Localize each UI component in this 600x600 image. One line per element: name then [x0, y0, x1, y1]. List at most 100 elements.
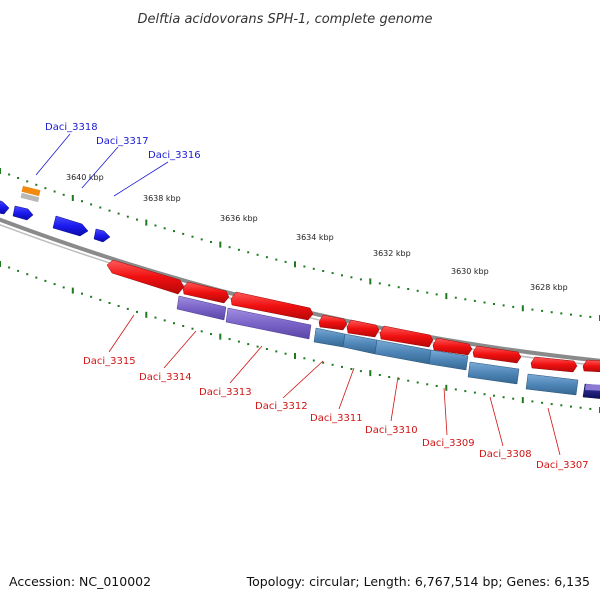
minor-tick — [90, 203, 93, 206]
minor-tick — [35, 276, 38, 279]
gene-reverse-block[interactable] — [342, 333, 378, 355]
minor-tick — [426, 291, 429, 294]
kbp-tick-row-upper — [0, 168, 600, 321]
minor-tick — [388, 284, 391, 287]
minor-tick — [237, 248, 240, 251]
minor-tick — [435, 385, 438, 387]
gene-reverse-arrow[interactable] — [230, 291, 314, 321]
gene-label-daci-3309[interactable]: Daci_3309 — [422, 438, 475, 449]
minor-tick — [550, 311, 553, 314]
minor-tick — [154, 316, 157, 319]
gene-reverse-arrow[interactable] — [182, 281, 230, 304]
minor-tick — [108, 302, 111, 304]
minor-tick — [579, 314, 582, 317]
minor-tick — [163, 319, 166, 322]
leader-line-daci-3316 — [113, 161, 169, 197]
minor-tick — [312, 267, 315, 270]
minor-tick — [17, 177, 20, 179]
minor-tick — [182, 232, 185, 235]
gene-forward-arrow[interactable] — [12, 205, 34, 221]
gene-label-daci-3316[interactable]: Daci_3316 — [148, 150, 201, 161]
leader-line-daci-3309 — [443, 387, 448, 436]
gene-reverse-arrow[interactable] — [582, 359, 600, 373]
leader-line-daci-3315 — [108, 314, 135, 353]
leader-line-daci-3311 — [338, 367, 355, 410]
kbp-label-3634: 3634 kbp — [296, 233, 334, 242]
minor-tick — [531, 308, 534, 311]
minor-tick — [312, 359, 315, 362]
gene-label-daci-3313[interactable]: Daci_3313 — [199, 387, 252, 398]
gene-reverse-arrow[interactable] — [346, 319, 380, 338]
minor-tick — [560, 312, 563, 315]
gene-reverse-arrow[interactable] — [379, 325, 434, 348]
minor-tick — [284, 352, 287, 355]
major-tick — [145, 311, 148, 318]
gene-reverse-arrow[interactable] — [472, 345, 522, 364]
gene-label-daci-3318[interactable]: Daci_3318 — [45, 122, 98, 133]
kbp-label-3640: 3640 kbp — [66, 173, 104, 182]
gene-reverse-arrow[interactable] — [530, 356, 578, 373]
minor-tick — [275, 350, 278, 353]
gene-reverse-arrow[interactable] — [318, 314, 348, 331]
gene-forward-arrow[interactable] — [93, 228, 111, 243]
minor-tick — [359, 370, 362, 373]
minor-tick — [388, 376, 391, 378]
minor-tick — [454, 296, 457, 299]
gene-label-daci-3315[interactable]: Daci_3315 — [83, 356, 136, 367]
major-tick — [294, 261, 296, 268]
gene-orange-block[interactable] — [21, 185, 41, 197]
minor-tick — [541, 309, 544, 312]
minor-tick — [228, 338, 231, 341]
gene-forward-arrow[interactable] — [0, 200, 10, 215]
gene-reverse-block[interactable] — [176, 295, 227, 321]
minor-tick — [17, 269, 20, 272]
gene-label-daci-3310[interactable]: Daci_3310 — [365, 425, 418, 436]
minor-tick — [8, 266, 11, 269]
minor-tick — [81, 200, 83, 203]
minor-tick — [44, 187, 47, 190]
minor-tick — [341, 365, 343, 368]
leader-line-daci-3314 — [163, 330, 197, 369]
kbp-label-3632: 3632 kbp — [373, 249, 411, 258]
minor-tick — [126, 215, 129, 218]
major-tick — [521, 397, 524, 404]
minor-tick — [81, 292, 83, 295]
gene-reverse-block[interactable] — [225, 307, 312, 340]
minor-tick — [117, 305, 120, 307]
gene-reverse-block[interactable] — [585, 384, 600, 391]
minor-tick — [407, 288, 410, 290]
gene-grey-block[interactable] — [20, 192, 40, 203]
major-tick — [145, 219, 148, 226]
minor-tick — [99, 298, 102, 301]
minor-tick — [541, 401, 544, 404]
minor-tick — [265, 256, 268, 259]
gene-label-daci-3314[interactable]: Daci_3314 — [139, 372, 192, 383]
minor-tick — [136, 310, 138, 313]
minor-tick — [191, 235, 194, 238]
kbp-label-3636: 3636 kbp — [220, 214, 258, 223]
leader-line-daci-3318 — [35, 133, 71, 176]
gene-label-daci-3312[interactable]: Daci_3312 — [255, 401, 308, 412]
gene-label-daci-3311[interactable]: Daci_3311 — [310, 413, 363, 424]
gene-label-daci-3317[interactable]: Daci_3317 — [96, 136, 149, 147]
gene-reverse-arrow[interactable] — [432, 337, 473, 356]
gene-label-daci-3308[interactable]: Daci_3308 — [479, 449, 532, 460]
minor-tick — [350, 368, 353, 370]
minor-tick — [579, 406, 582, 409]
gene-reverse-block[interactable] — [428, 349, 469, 371]
minor-tick — [378, 374, 381, 376]
minor-tick — [53, 283, 56, 286]
major-tick — [71, 287, 74, 294]
gene-reverse-block[interactable] — [467, 361, 520, 385]
minor-tick — [350, 276, 353, 279]
gene-forward-arrow[interactable] — [52, 215, 89, 237]
minor-tick — [435, 293, 438, 296]
kbp-label-3638: 3638 kbp — [143, 194, 181, 203]
minor-tick — [228, 246, 231, 249]
gene-reverse-block[interactable] — [313, 327, 346, 348]
gene-label-daci-3307[interactable]: Daci_3307 — [536, 460, 589, 471]
genome-summary-text: Topology: circular; Length: 6,767,514 bp… — [246, 574, 590, 589]
minor-tick — [210, 333, 212, 335]
gene-reverse-block[interactable] — [525, 373, 579, 396]
minor-tick — [275, 258, 278, 261]
